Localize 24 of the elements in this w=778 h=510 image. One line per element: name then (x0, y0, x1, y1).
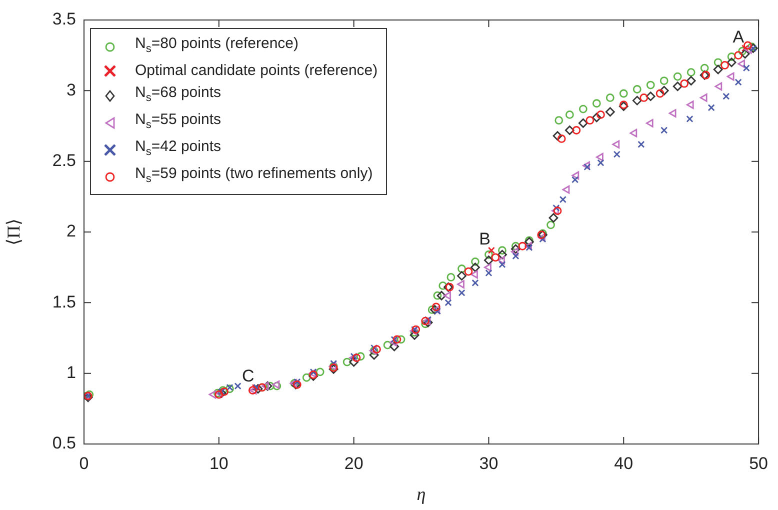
y-axis-title: ⟨Π⟩ (4, 218, 24, 246)
legend-label: N$_{s}$=55 points (135, 110, 221, 133)
x-tick-label: 20 (344, 454, 364, 473)
x-tick-label: 50 (749, 454, 768, 473)
x-tick-label: 10 (209, 454, 228, 473)
legend-label: N$_{s}$=80 points (reference) (135, 34, 299, 57)
y-tick-label: 3 (66, 80, 76, 100)
legend-label: Optimal candidate points (reference) (135, 61, 378, 81)
legend-label: N$_{s}$=42 points (135, 137, 221, 160)
y-tick-label: 3.5 (52, 10, 76, 29)
x-tick-label: 30 (479, 454, 498, 473)
legend-label: N$_{s}$=68 points (135, 83, 221, 106)
annotation: C (242, 366, 254, 386)
legend-label: N$_{s}$=59 points (two refinements only) (135, 164, 373, 187)
x-tick-label: 40 (614, 454, 634, 473)
x-axis-title: η (416, 484, 426, 504)
y-tick-label: 2 (66, 222, 76, 241)
y-tick-label: 2.5 (52, 151, 76, 170)
y-tick-label: 1 (66, 363, 76, 382)
y-tick-label: 1.5 (52, 292, 76, 312)
annotation: B (479, 230, 490, 249)
annotation: A (732, 27, 745, 46)
x-tick-label: 0 (79, 454, 89, 473)
y-tick-label: 0.5 (52, 434, 76, 453)
